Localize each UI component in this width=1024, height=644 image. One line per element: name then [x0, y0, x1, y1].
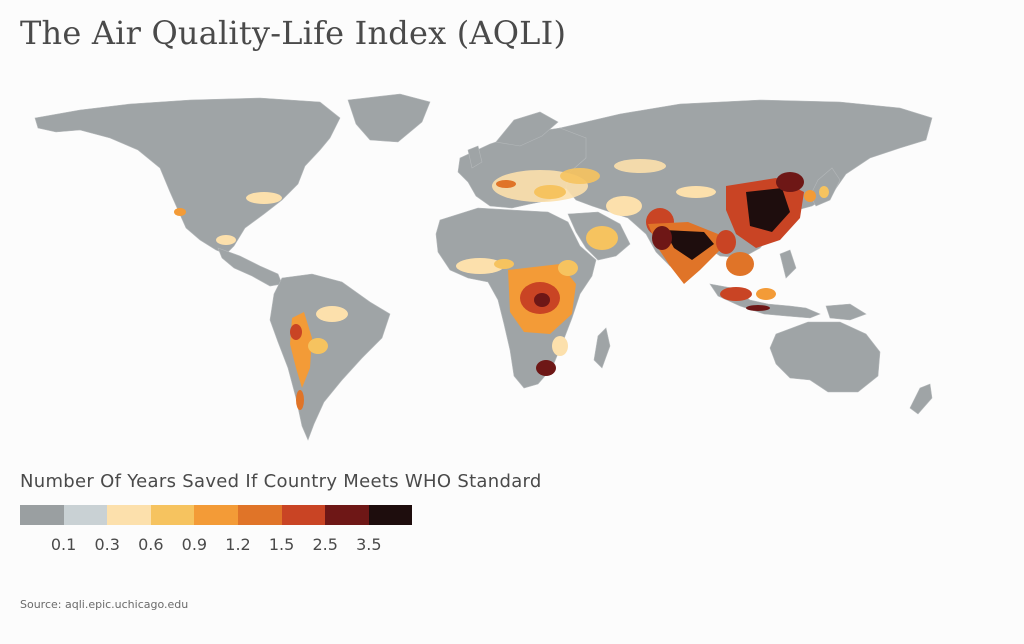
philippines-shape	[779, 249, 797, 279]
world-map-svg	[34, 93, 933, 441]
hotspot-india-core	[664, 230, 714, 260]
legend-label: 0.3	[94, 535, 120, 554]
south-america-shape	[269, 273, 391, 441]
madagascar-shape	[593, 327, 611, 369]
scandinavia-shape	[495, 111, 559, 147]
hotspot-korea	[804, 190, 816, 202]
hotspot-congo-dark	[534, 293, 550, 307]
legend-swatch-5	[237, 505, 282, 525]
legend-labels: 0.1 0.3 0.6 0.9 1.2 1.5 2.5 3.5	[20, 535, 460, 557]
hotspot-nigeria	[494, 259, 514, 269]
hotspot-west-africa	[456, 258, 504, 274]
hotspot-ukraine	[560, 168, 600, 184]
central-america-shape	[217, 247, 283, 287]
hotspot-india-west	[652, 226, 672, 250]
legend-title: Number Of Years Saved If Country Meets W…	[20, 471, 542, 492]
page-title: The Air Quality-Life Index (AQLI)	[20, 14, 567, 52]
hotspot-us-east	[246, 192, 282, 204]
legend-swatch-1	[63, 505, 108, 525]
hotspot-china-north	[776, 172, 804, 192]
legend-label: 0.6	[138, 535, 164, 554]
hotspot-java	[746, 305, 770, 311]
new-guinea-shape	[825, 303, 867, 321]
hotspot-peru	[290, 324, 302, 340]
legend-label: 0.9	[181, 535, 208, 554]
legend-swatch-8	[368, 505, 413, 525]
hotspot-south-africa	[536, 360, 556, 376]
greenland-shape	[347, 93, 431, 143]
hotspot-arabia	[586, 226, 618, 250]
legend-color-bar	[20, 505, 413, 525]
hotspot-balkans	[534, 185, 566, 199]
hotspot-bangladesh	[716, 230, 736, 254]
legend-swatch-3	[150, 505, 195, 525]
legend-swatch-4	[194, 505, 238, 525]
hotspot-mozambique	[552, 336, 568, 356]
hotspot-japan	[819, 186, 829, 198]
legend-label: 3.5	[356, 535, 382, 554]
hotspot-east-africa	[558, 260, 578, 276]
legend-swatch-0	[20, 505, 64, 525]
hotspot-california	[174, 208, 186, 216]
hotspot-central-asia	[676, 186, 716, 198]
hotspot-iran	[606, 196, 642, 216]
legend-label: 1.2	[225, 535, 251, 554]
australia-shape	[769, 321, 881, 393]
legend-swatch-7	[325, 505, 369, 525]
hotspot-indonesia	[720, 287, 752, 301]
legend-label: 2.5	[312, 535, 338, 554]
legend-swatch-6	[281, 505, 326, 525]
source-note: Source: aqli.epic.uchicago.edu	[20, 598, 189, 611]
legend-swatch-2	[107, 505, 151, 525]
legend-label: 1.5	[268, 535, 295, 554]
north-america-shape	[34, 97, 341, 255]
hotspot-italy	[496, 180, 516, 188]
hotspot-chile	[296, 390, 304, 410]
new-zealand-shape	[909, 383, 933, 415]
legend-label: 0.1	[50, 535, 77, 554]
hotspot-layer	[174, 159, 829, 410]
uk-shape	[467, 145, 483, 169]
hotspot-borneo	[756, 288, 776, 300]
hotspot-bolivia	[308, 338, 328, 354]
hotspot-mexico	[216, 235, 236, 245]
hotspot-kazakhstan	[614, 159, 666, 173]
world-map	[20, 88, 940, 448]
hotspot-se-asia	[726, 252, 754, 276]
hotspot-china-core	[746, 188, 790, 232]
hotspot-amazon	[316, 306, 348, 322]
